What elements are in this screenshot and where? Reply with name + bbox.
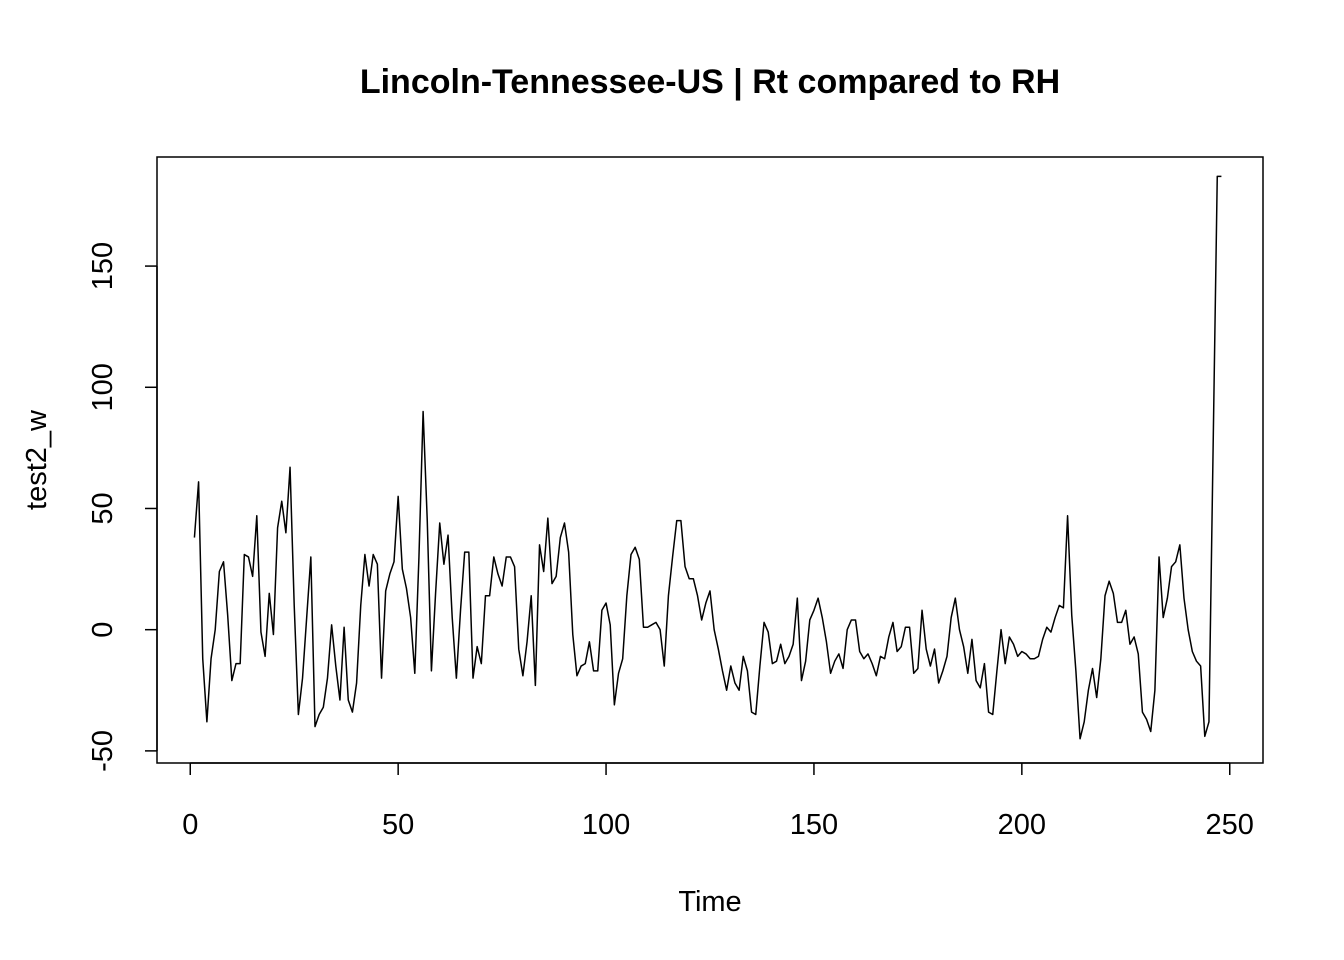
x-axis: 0 50 100 150 200 250: [182, 762, 1254, 841]
y-tick-label: -50: [87, 730, 119, 772]
y-tick-label: 50: [87, 492, 119, 524]
series-group: [193, 175, 1222, 740]
x-tick-label: 50: [382, 809, 414, 841]
series-line: [193, 175, 1222, 740]
y-axis-label: test2_w: [21, 409, 53, 510]
y-tick-label: 0: [87, 622, 119, 638]
x-axis-label: Time: [678, 886, 741, 918]
y-axis: -50 0 50 100 150: [87, 242, 158, 772]
y-tick-label: 100: [87, 363, 119, 411]
x-tick-label: 250: [1206, 809, 1254, 841]
x-tick-label: 100: [582, 809, 630, 841]
plot-box: [156, 156, 1264, 764]
x-tick-label: 150: [790, 809, 838, 841]
x-tick-label: 0: [182, 809, 198, 841]
chart-title: Lincoln-Tennessee-US | Rt compared to RH: [360, 63, 1060, 101]
y-tick-label: 150: [87, 242, 119, 290]
x-tick-label: 200: [998, 809, 1046, 841]
